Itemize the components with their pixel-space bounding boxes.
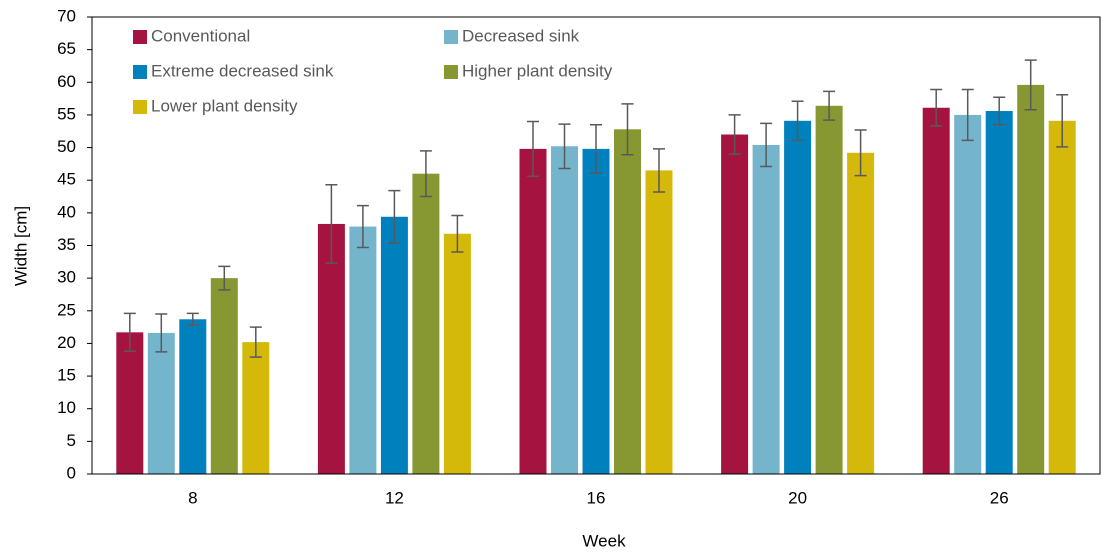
x-tick-label: 16 xyxy=(587,488,606,507)
bar xyxy=(645,170,673,474)
y-tick-label: 60 xyxy=(57,72,76,91)
error-bar xyxy=(186,312,199,326)
bar xyxy=(519,148,547,474)
bar xyxy=(380,216,408,474)
y-tick-label: 65 xyxy=(57,39,76,58)
legend-label: Higher plant density xyxy=(462,61,613,80)
legend: Conventional Decreased sink Extreme decrea… xyxy=(133,26,613,115)
plot-frame xyxy=(91,16,1101,475)
error-bar xyxy=(791,100,804,142)
x-tick-label: 8 xyxy=(188,488,197,507)
error-bar xyxy=(451,214,464,253)
error-bar xyxy=(325,184,338,264)
x-tick-label: 20 xyxy=(788,488,807,507)
bar xyxy=(922,107,950,475)
y-axis-label: Width [cm] xyxy=(11,206,30,286)
y-tick-label: 35 xyxy=(57,235,76,254)
y-tick-label: 25 xyxy=(57,300,76,319)
error-bar xyxy=(590,123,602,174)
bar xyxy=(721,134,749,474)
error-bar xyxy=(653,148,665,193)
legend-label: Lower plant density xyxy=(151,96,298,115)
y-tick-label: 0 xyxy=(67,463,76,482)
legend-swatch xyxy=(133,30,147,44)
bar xyxy=(582,148,610,474)
bar xyxy=(443,233,471,474)
bar xyxy=(1048,120,1076,474)
bar xyxy=(147,332,175,474)
y-tick-label: 20 xyxy=(57,333,76,352)
x-axis-label: Week xyxy=(582,531,626,550)
bar xyxy=(847,152,875,474)
legend-label: Extreme decreased sink xyxy=(151,61,334,80)
legend-label: Conventional xyxy=(151,26,250,45)
error-bar xyxy=(993,96,1006,126)
error-bar xyxy=(558,123,571,170)
y-tick-label: 45 xyxy=(57,170,76,189)
x-tick-label: 26 xyxy=(990,488,1009,507)
bar xyxy=(412,173,440,474)
error-bar xyxy=(218,265,231,291)
bar xyxy=(349,226,377,474)
error-bar xyxy=(356,204,369,249)
x-tick-label: 12 xyxy=(385,488,404,507)
y-tick-label: 55 xyxy=(57,104,76,123)
bar xyxy=(551,146,578,474)
error-bar xyxy=(527,120,539,178)
error-bar xyxy=(823,90,836,121)
error-bar xyxy=(621,103,634,156)
y-tick-label: 10 xyxy=(57,398,76,417)
bar xyxy=(210,278,238,474)
error-bar xyxy=(155,313,168,353)
y-tick-label: 5 xyxy=(67,431,76,450)
legend-label: Decreased sink xyxy=(462,26,580,45)
error-bar xyxy=(419,150,432,198)
bar xyxy=(954,114,982,474)
bar xyxy=(815,105,843,474)
bar xyxy=(179,319,207,474)
legend-swatch xyxy=(133,65,147,79)
y-tick-label: 50 xyxy=(57,137,76,156)
error-bar xyxy=(1024,59,1037,111)
error-bar xyxy=(854,129,867,177)
y-tick-label: 30 xyxy=(57,268,76,287)
error-bar xyxy=(961,88,974,142)
error-bar xyxy=(249,326,262,358)
y-tick-label: 70 xyxy=(57,6,76,25)
bar xyxy=(317,223,345,474)
bar xyxy=(752,144,780,474)
error-bar xyxy=(1056,93,1069,148)
error-bar xyxy=(760,122,773,168)
bar xyxy=(116,332,144,474)
bar xyxy=(784,120,812,474)
bar xyxy=(1017,84,1045,474)
y-tick-label: 15 xyxy=(57,366,76,385)
error-bar xyxy=(930,88,943,127)
legend-swatch xyxy=(444,65,458,79)
legend-swatch xyxy=(133,100,147,114)
legend-swatch xyxy=(444,30,458,44)
bar xyxy=(614,129,641,474)
error-bar xyxy=(123,312,136,353)
y-tick-label: 40 xyxy=(57,202,76,221)
error-bar xyxy=(388,189,401,244)
bar xyxy=(985,111,1013,475)
error-bar xyxy=(728,114,741,155)
bar xyxy=(242,342,270,474)
